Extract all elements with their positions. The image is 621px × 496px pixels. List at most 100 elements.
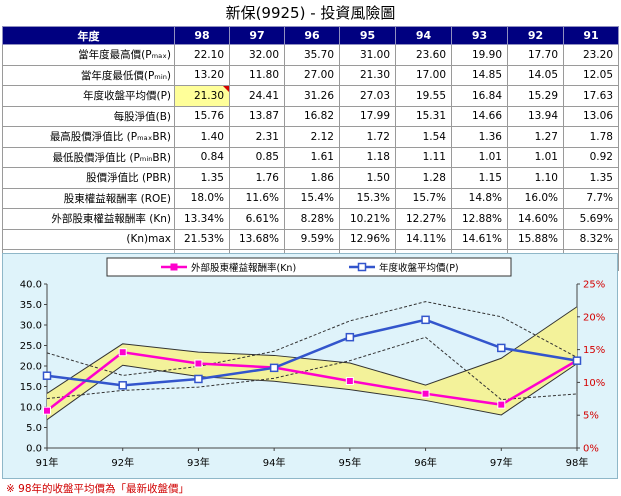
table-cell: 6.61% bbox=[229, 208, 285, 230]
right-tick-label: 5% bbox=[583, 411, 599, 422]
legend-price-label: 年度收盤平均價(P) bbox=[379, 262, 459, 274]
x-tick-label: 93年 bbox=[187, 456, 210, 469]
table-row: 每股淨值(B) 15.76 13.87 16.82 17.99 15.31 14.66 13.… bbox=[2, 105, 619, 127]
header-year: 94 bbox=[395, 26, 452, 45]
kn-point bbox=[194, 359, 203, 368]
price-point bbox=[497, 343, 506, 353]
table-cell: 8.32% bbox=[563, 228, 619, 250]
table-cell: 14.66 bbox=[451, 105, 508, 127]
table-cell: 1.54 bbox=[395, 126, 452, 148]
table-cell: 22.10 bbox=[174, 44, 230, 66]
table-row: 年度收盤平均價(P) 21.30 24.41 31.26 27.03 19.55 16.84… bbox=[2, 85, 619, 107]
price-point bbox=[42, 371, 52, 380]
table-cell: 23.20 bbox=[563, 44, 619, 66]
kn-point bbox=[421, 389, 430, 398]
table-cell: 10.21% bbox=[339, 208, 396, 230]
left-tick-label: 0.0 bbox=[26, 444, 42, 455]
right-tick-label: 25% bbox=[583, 280, 605, 291]
table-cell: 31.26 bbox=[284, 85, 340, 107]
table-cell: 15.4% bbox=[284, 187, 340, 209]
x-tick-label: 91年 bbox=[36, 456, 59, 469]
table-cell: 1.50 bbox=[339, 167, 396, 189]
kn-band-area bbox=[47, 306, 577, 420]
table-cell: 1.61 bbox=[284, 146, 340, 168]
table-row: 最高股價淨值比 (PₘₐₓBR) 1.40 2.31 2.12 1.72 1.54 1.36… bbox=[2, 126, 619, 148]
right-tick-label: 15% bbox=[583, 345, 605, 356]
table-cell: 5.69% bbox=[563, 208, 619, 230]
kn-min-line bbox=[46, 363, 578, 421]
table-cell: 21.53% bbox=[174, 228, 230, 250]
table-cell: 16.84 bbox=[451, 85, 508, 107]
header-year-label: 年度 bbox=[2, 26, 175, 45]
legend-box bbox=[106, 257, 512, 277]
x-tick-label: 92年 bbox=[111, 456, 134, 469]
table-cell: 1.76 bbox=[229, 167, 285, 189]
price-point bbox=[572, 356, 582, 365]
price-point bbox=[194, 374, 203, 384]
left-tick-label: 35.0 bbox=[20, 300, 42, 311]
kn-point bbox=[345, 377, 354, 386]
table-cell: 1.86 bbox=[284, 167, 340, 189]
table-cell: 1.36 bbox=[451, 126, 508, 148]
table-cell: 11.6% bbox=[229, 187, 285, 209]
table-cell: 12.27% bbox=[395, 208, 452, 230]
header-year: 93 bbox=[451, 26, 508, 45]
table-cell: 15.76 bbox=[174, 105, 230, 127]
price-min-line bbox=[46, 336, 578, 401]
row-label: 最高股價淨值比 (PₘₐₓBR) bbox=[2, 126, 175, 148]
table-cell: 15.88% bbox=[507, 228, 564, 250]
price-series-line bbox=[46, 318, 578, 387]
row-label: 股東權益報酬率 (ROE) bbox=[2, 187, 175, 209]
kn-point bbox=[497, 400, 506, 409]
table-cell: 17.63 bbox=[563, 85, 619, 107]
table-cell: 0.92 bbox=[563, 146, 619, 168]
table-cell: 1.72 bbox=[339, 126, 396, 148]
table-cell: 9.59% bbox=[284, 228, 340, 250]
row-label: 當年度最低價(Pₘᵢₙ) bbox=[2, 64, 175, 86]
header-year: 98 bbox=[174, 26, 230, 45]
kn-series-line bbox=[46, 350, 578, 412]
table-cell: 35.70 bbox=[284, 44, 340, 66]
table-cell: 21.30 bbox=[339, 64, 396, 86]
header-year: 92 bbox=[507, 26, 564, 45]
left-tick-label: 20.0 bbox=[20, 362, 42, 373]
table-cell: 14.85 bbox=[451, 64, 508, 86]
left-tick-label: 25.0 bbox=[20, 341, 42, 352]
table-header-row: 年度 98 97 96 95 94 93 92 91 bbox=[2, 26, 619, 45]
table-cell: 1.40 bbox=[174, 126, 230, 148]
header-year: 91 bbox=[563, 26, 619, 45]
table-row: (Kn)max 21.53% 13.68% 9.59% 12.96% 14.11% 14.6… bbox=[2, 228, 619, 250]
legend-kn-label: 外部股東權益報酬率(Kn) bbox=[191, 262, 296, 274]
page-title: 新保(9925) - 投資風險圖 bbox=[225, 4, 396, 22]
header-year: 96 bbox=[284, 26, 340, 45]
table-cell: 27.03 bbox=[339, 85, 396, 107]
right-tick-label: 10% bbox=[583, 378, 605, 389]
table-cell: 24.41 bbox=[229, 85, 285, 107]
comment-marker-icon bbox=[223, 86, 229, 92]
table-cell: 15.31 bbox=[395, 105, 452, 127]
header-year: 95 bbox=[339, 26, 396, 45]
table-cell: 1.27 bbox=[507, 126, 564, 148]
table-cell: 2.31 bbox=[229, 126, 285, 148]
table-cell: 14.05 bbox=[507, 64, 564, 86]
table-cell: 14.8% bbox=[451, 187, 508, 209]
table-row: 當年度最低價(Pₘᵢₙ) 13.20 11.80 27.00 21.30 17.00 14.… bbox=[2, 64, 619, 86]
header-year: 97 bbox=[229, 26, 285, 45]
price-point bbox=[118, 381, 127, 390]
left-tick-label: 10.0 bbox=[20, 403, 42, 414]
table-cell: 1.35 bbox=[174, 167, 230, 189]
table-cell: 1.11 bbox=[395, 146, 452, 168]
row-label: 股價淨值比 (PBR) bbox=[2, 167, 175, 189]
kn-point bbox=[118, 348, 127, 357]
table-cell: 31.00 bbox=[339, 44, 396, 66]
table-cell: 0.84 bbox=[174, 146, 230, 168]
table-row: 外部股東權益報酬率 (Kn) 13.34% 6.61% 8.28% 10.21% 12.2… bbox=[2, 208, 619, 230]
legend-kn-marker bbox=[170, 263, 178, 271]
x-tick-label: 98年 bbox=[566, 456, 589, 469]
table-cell: 32.00 bbox=[229, 44, 285, 66]
table-cell: 1.28 bbox=[395, 167, 452, 189]
right-tick-label: 20% bbox=[583, 312, 605, 323]
table-cell: 12.96% bbox=[339, 228, 396, 250]
table-cell: 12.88% bbox=[451, 208, 508, 230]
table-cell: 0.85 bbox=[229, 146, 285, 168]
